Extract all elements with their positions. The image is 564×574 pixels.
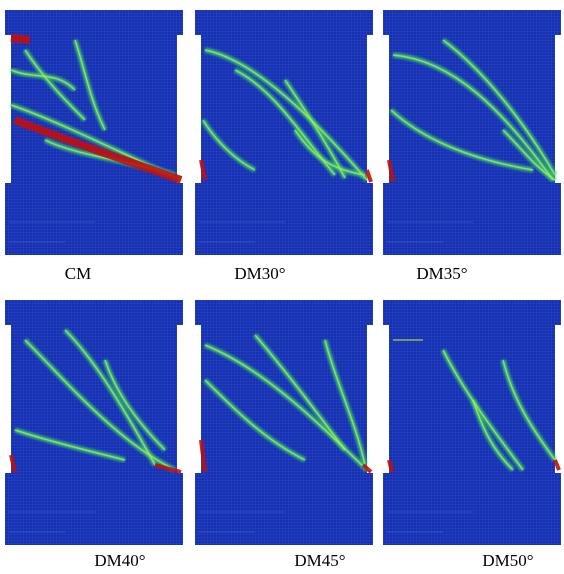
simulation-panel xyxy=(195,300,373,545)
crack-core xyxy=(74,39,106,131)
simulation-panel xyxy=(5,300,183,545)
crack-core xyxy=(502,359,556,461)
top-cap-mesh xyxy=(5,10,183,35)
crack-core xyxy=(14,429,126,461)
crack-core xyxy=(442,39,556,176)
top-cap-mesh xyxy=(383,10,561,35)
bottom-beam-mesh xyxy=(5,183,183,255)
crack-core xyxy=(64,329,156,466)
bottom-beam-mesh xyxy=(195,183,373,255)
panel-label: DM50° xyxy=(482,551,533,570)
crack-core xyxy=(324,339,366,466)
crack-damage xyxy=(199,159,207,181)
crack-damage xyxy=(387,459,394,473)
crack-core xyxy=(24,339,176,471)
simulation-panel xyxy=(383,300,561,545)
top-cap-mesh xyxy=(5,300,183,325)
crack-core xyxy=(10,69,76,91)
crack-damage xyxy=(9,454,17,473)
crack-core xyxy=(104,359,166,451)
top-cap-mesh xyxy=(195,10,373,35)
simulation-panel xyxy=(195,10,373,255)
crack-damage xyxy=(553,459,561,471)
crack-core xyxy=(204,344,368,471)
crack-damage xyxy=(154,463,182,474)
crack-core xyxy=(472,399,514,471)
top-cap-mesh xyxy=(195,300,373,325)
crack-core xyxy=(294,129,366,176)
crack-core xyxy=(442,349,524,471)
panel-label: DM40° xyxy=(94,551,145,570)
crack-core xyxy=(392,54,554,181)
crack-core xyxy=(390,109,534,171)
simulation-panel xyxy=(5,10,183,255)
crack-core xyxy=(202,119,256,171)
crack-damage xyxy=(199,439,207,473)
crack-core xyxy=(204,379,306,461)
crack-damage xyxy=(13,116,183,184)
panel-label: CM xyxy=(65,264,91,283)
panel-label: DM35° xyxy=(416,264,467,283)
bottom-beam-mesh xyxy=(383,183,561,255)
panel-label: DM30° xyxy=(234,264,285,283)
bottom-beam-mesh xyxy=(5,473,183,545)
bottom-beam-mesh xyxy=(383,473,561,545)
crack-damage xyxy=(10,34,31,44)
crack-core xyxy=(284,79,346,179)
top-cap-mesh xyxy=(383,300,561,325)
crack-damage xyxy=(387,159,395,183)
bottom-beam-mesh xyxy=(195,473,373,545)
crack-core xyxy=(204,49,368,181)
crack-core xyxy=(502,129,556,181)
crack-damage xyxy=(361,463,373,474)
simulation-panel xyxy=(383,10,561,255)
crack-core xyxy=(24,49,86,121)
crack-damage xyxy=(365,169,373,183)
panel-label: DM45° xyxy=(294,551,345,570)
wall-mesh xyxy=(11,325,177,473)
crack-core xyxy=(254,334,346,451)
crack-core xyxy=(234,69,336,176)
